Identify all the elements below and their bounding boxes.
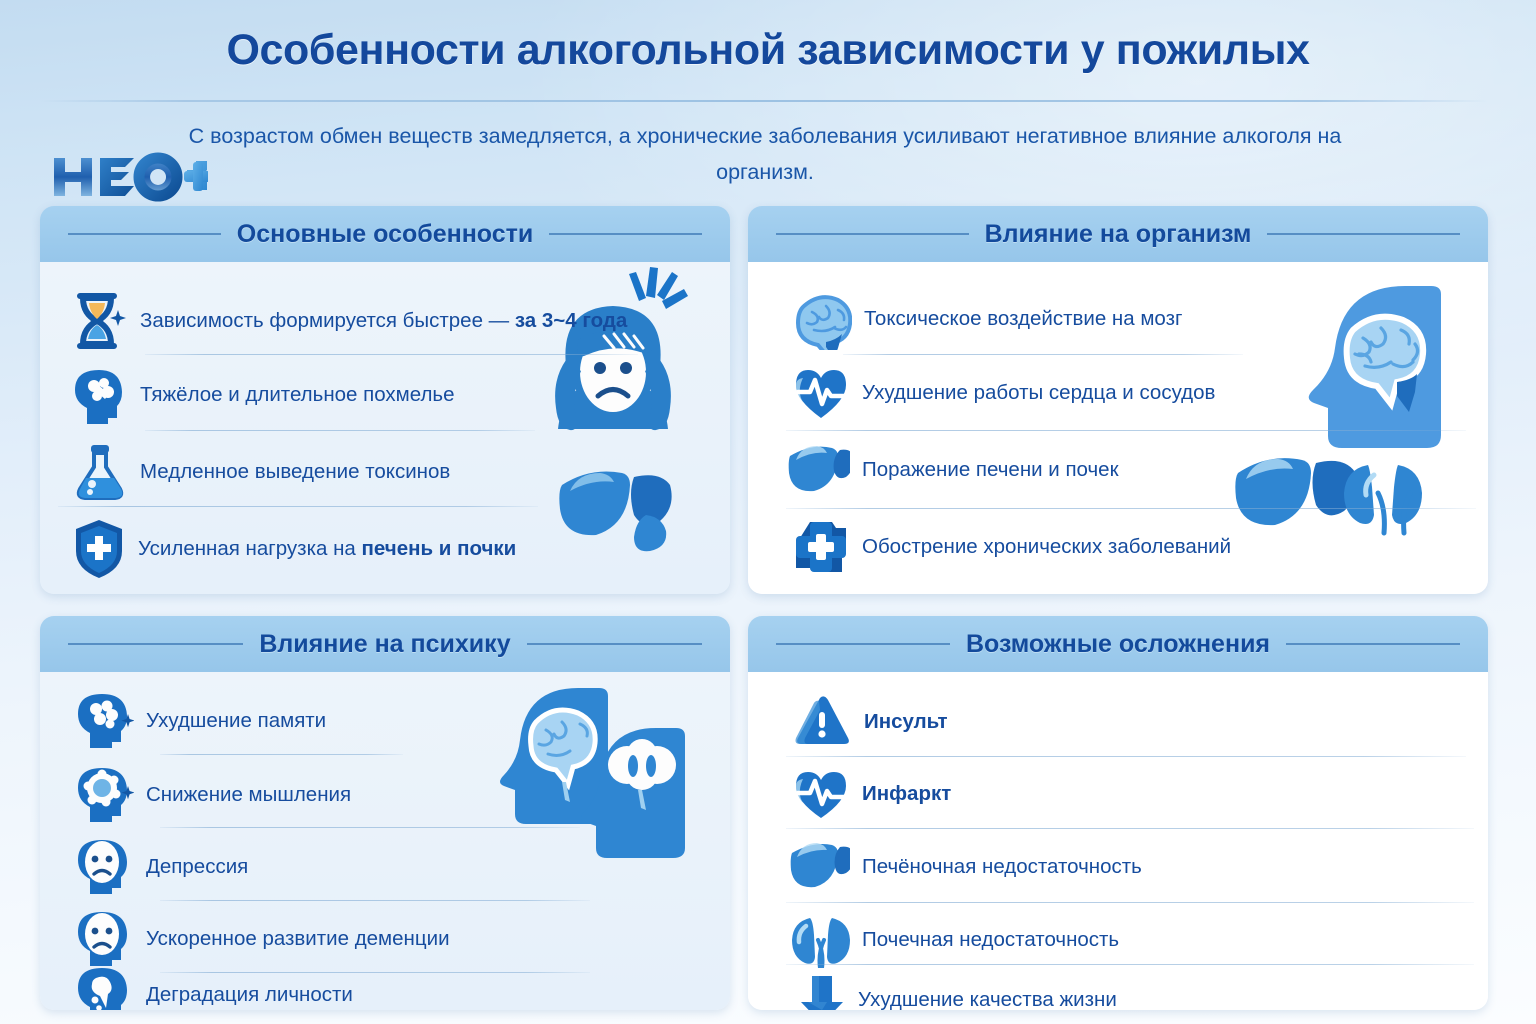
list-item-label: Почечная недостаточность <box>862 927 1120 951</box>
card-header: Возможные осложнения <box>748 616 1488 672</box>
list-item[interactable]: Снижение мышления <box>74 766 351 824</box>
hourglass-icon <box>77 293 126 349</box>
list-item[interactable]: Инфаркт <box>792 766 951 822</box>
list-item-label: Снижение мышления <box>146 782 352 806</box>
card-complications: Возможные осложнения Инсульт <box>748 616 1488 1010</box>
list-item-label: Инфаркт <box>862 781 952 805</box>
row-divider <box>58 506 538 507</box>
card-body: Зависимость формируется быстрее — за 3~4… <box>40 262 730 594</box>
head-memory-icon <box>78 694 134 748</box>
list-item[interactable]: Токсическое воздействие на мозг <box>790 288 1182 350</box>
card-title: Возможные осложнения <box>965 629 1271 658</box>
header-rule-left <box>68 233 221 235</box>
row-divider <box>786 508 1476 509</box>
page-title: Особенности алкогольной зависимости у по… <box>226 26 1310 74</box>
medical-cross-icon <box>796 522 846 572</box>
card-body: Ухудшение памяти Снижен <box>40 672 730 1010</box>
card-psyche-effects: Влияние на психику <box>40 616 730 1010</box>
row-divider <box>160 972 590 973</box>
card-header: Влияние на психику <box>40 616 730 672</box>
neo-plus-logo <box>48 148 210 206</box>
header-rule-left <box>776 643 950 645</box>
list-item-label: Ускоренное развитие деменции <box>146 926 450 950</box>
list-item-label: Медленное выведение токсинов <box>140 459 451 483</box>
header-rule-right <box>1267 233 1461 235</box>
row-divider <box>843 354 1243 355</box>
title-divider <box>40 100 1490 102</box>
card-body: Токсическое воздействие на мозг Ухудшени… <box>748 262 1488 594</box>
row-divider <box>786 828 1474 829</box>
row-divider <box>786 964 1474 965</box>
header-rule-left <box>776 233 969 235</box>
card-title: Влияние на психику <box>259 629 511 658</box>
list-item-label: Деградация личности <box>146 982 353 1006</box>
liver-icon <box>790 843 850 888</box>
list-item-label: Тяжёлое и длительное похмелье <box>140 382 455 406</box>
head-thinking-icon <box>78 768 134 822</box>
list-item[interactable]: Депрессия <box>74 838 248 896</box>
list-item-label: Ухудшение качества жизни <box>858 987 1117 1010</box>
list-item[interactable]: Печёночная недостаточность <box>788 840 1142 894</box>
head-sad-icon <box>78 840 127 894</box>
list-item[interactable]: Зависимость формируется быстрее — за 3~4… <box>68 290 627 352</box>
card-main-features: Основные особенности <box>40 206 730 594</box>
head-dementia-icon <box>78 912 127 966</box>
list-item[interactable]: Деградация личности <box>74 966 353 1010</box>
head-degradation-icon <box>78 968 127 1010</box>
list-item-label: Усиленная нагрузка на печень и почки <box>138 536 517 560</box>
row-divider <box>145 430 535 431</box>
list-item-label: Инсульт <box>864 709 948 733</box>
card-header: Основные особенности <box>40 206 730 262</box>
list-item[interactable]: Ускоренное развитие деменции <box>74 910 450 968</box>
row-divider <box>160 754 403 755</box>
header-rule-right <box>526 643 702 645</box>
row-divider <box>160 827 580 828</box>
card-header: Влияние на организм <box>748 206 1488 262</box>
card-body: Инсульт Инфаркт Печёночная недостаточн <box>748 672 1488 1010</box>
heart-pulse-icon <box>795 370 847 418</box>
list-item[interactable]: Усиленная нагрузка на печень и почки <box>72 518 516 580</box>
list-item[interactable]: Медленное выведение токсинов <box>72 442 450 502</box>
down-arrow-icon <box>801 976 843 1010</box>
list-item-label: Поражение печени и почек <box>862 457 1119 481</box>
kidneys-icon <box>792 918 850 968</box>
header-rule-right <box>1286 643 1460 645</box>
header-rule-right <box>549 233 703 235</box>
list-item[interactable]: Ухудшение памяти <box>74 692 326 750</box>
list-item-label: Ухудшение памяти <box>146 708 327 732</box>
row-divider <box>786 756 1466 757</box>
list-item-label: Токсическое воздействие на мозг <box>864 306 1183 330</box>
row-divider <box>786 902 1474 903</box>
warning-triangle-icon <box>795 696 849 744</box>
page-subtitle: С возрастом обмен веществ замедляется, а… <box>188 124 1342 184</box>
row-divider <box>786 430 1466 431</box>
liver-icon <box>788 446 850 492</box>
list-item-label: Зависимость формируется быстрее — за 3~4… <box>140 308 628 332</box>
list-item[interactable]: Почечная недостаточность <box>788 912 1119 968</box>
shield-cross-icon <box>76 520 122 578</box>
list-item-label: Ухудшение работы сердца и сосудов <box>862 380 1216 404</box>
list-item[interactable]: Ухудшение работы сердца и сосудов <box>792 364 1215 422</box>
list-item[interactable]: Тяжёлое и длительное похмелье <box>70 366 455 424</box>
header-rule-left <box>68 643 244 645</box>
card-title: Основные особенности <box>236 219 534 248</box>
list-item-label: Обострение хронических заболеваний <box>862 534 1232 558</box>
flask-icon <box>76 445 124 500</box>
row-divider <box>145 354 638 355</box>
list-item[interactable]: Поражение печени и почек <box>786 442 1119 498</box>
row-divider <box>160 900 590 901</box>
list-item[interactable]: Ухудшение качества жизни <box>798 972 1117 1010</box>
card-title: Влияние на организм <box>984 219 1252 248</box>
head-hangover-icon <box>75 370 122 424</box>
list-item[interactable]: Инсульт <box>792 694 948 750</box>
brain-icon <box>795 295 852 350</box>
list-item-label: Печёночная недостаточность <box>862 854 1142 878</box>
heart-pulse-icon <box>795 772 847 818</box>
list-item-label: Депрессия <box>146 854 249 878</box>
list-item[interactable]: Обострение хронических заболеваний <box>792 518 1231 576</box>
card-body-effects: Влияние на организм <box>748 206 1488 594</box>
